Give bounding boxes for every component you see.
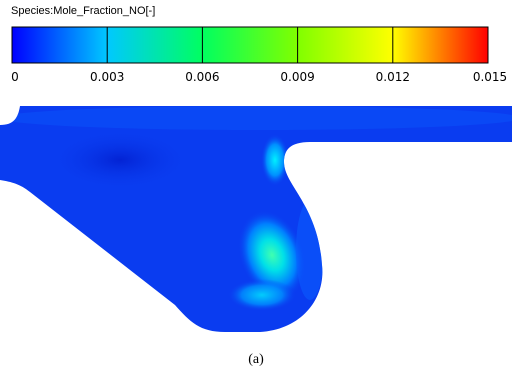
figure-caption: (a): [0, 352, 512, 368]
high-concentration-neck: [261, 134, 289, 186]
upper-channel-region: [0, 106, 512, 130]
high-concentration-tail: [228, 279, 296, 311]
outer-bulge-region: [296, 200, 324, 300]
low-concentration-pocket: [50, 130, 190, 190]
